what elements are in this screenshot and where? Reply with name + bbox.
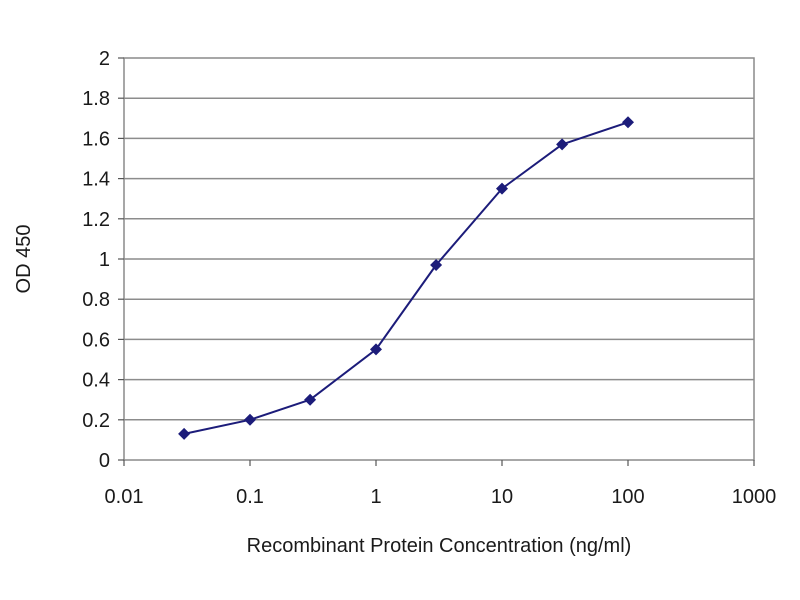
y-tick-label: 0.8 [82,289,110,311]
y-tick-label: 0.2 [82,410,110,432]
data-point-marker [622,116,634,129]
x-tick-label: 0.1 [236,486,264,508]
y-tick-label: 1.4 [82,169,110,191]
data-point-marker [496,182,508,195]
data-point-marker [556,138,569,151]
y-tick-label: 1.6 [82,128,110,150]
y-axis-ticks: 0 0.2 0.4 0.6 0.8 1 1.2 1.4 1.6 1.8 2 [82,48,124,472]
y-tick-label: 1.8 [82,88,110,110]
y-tick-label: 2 [99,48,110,70]
x-tick-label: 0.01 [105,486,144,508]
series-line [183,121,629,435]
y-tick-label: 0 [99,450,110,472]
y-axis-title: OD 450 [13,225,35,294]
x-tick-label: 1000 [732,486,777,508]
x-tick-label: 10 [491,486,513,508]
x-tick-label: 100 [611,486,644,508]
data-point-marker [430,259,443,271]
series-layer [178,116,634,440]
data-point-marker [244,413,256,426]
x-axis-title: Recombinant Protein Concentration (ng/ml… [247,535,632,557]
data-point-marker [178,427,191,440]
data-point-marker [304,393,317,406]
y-tick-label: 0.4 [82,370,110,392]
y-tick-label: 0.6 [82,329,110,351]
x-tick-label: 1 [370,486,381,508]
x-axis-ticks: 0.01 0.1 1 10 100 1000 [105,460,777,508]
gridlines [124,97,754,421]
y-tick-label: 1 [99,249,110,271]
data-point-marker [370,343,382,356]
y-tick-label: 1.2 [82,209,110,231]
